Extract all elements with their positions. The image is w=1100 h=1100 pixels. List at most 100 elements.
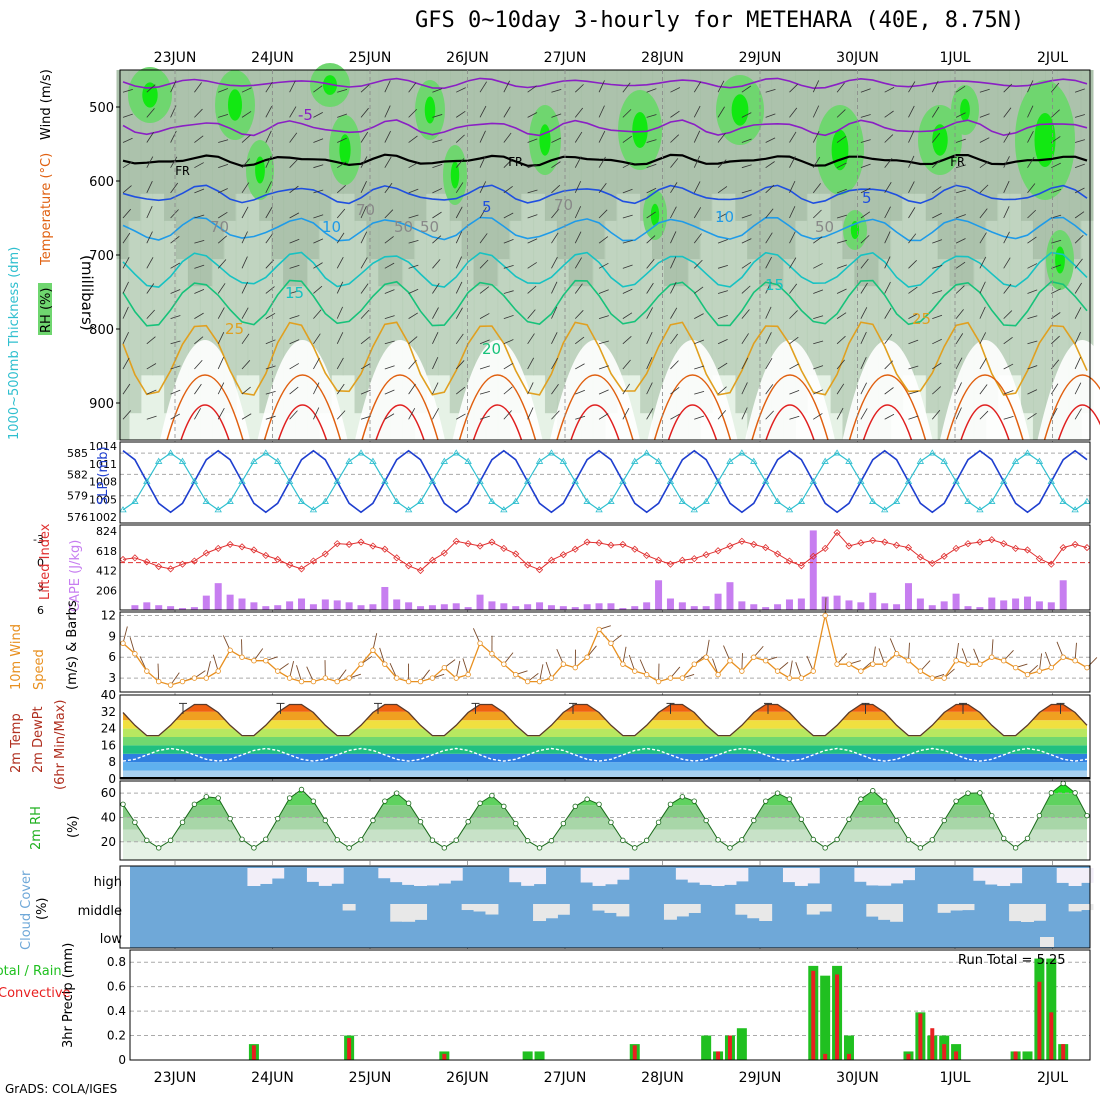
wind-barb <box>146 415 157 420</box>
wind-panel-frame <box>119 611 1091 693</box>
wind-tick-label: 3 <box>108 671 116 685</box>
thickness-marker <box>202 497 211 504</box>
temp-tick-label: 32 <box>101 705 116 719</box>
rh-marker <box>358 837 364 843</box>
wind-barb <box>717 80 725 93</box>
lifted-index-marker <box>916 553 924 561</box>
contour-label: 15 <box>765 276 784 294</box>
date-tick-bottom: 2JUL <box>1037 1070 1068 1086</box>
wind-barb <box>455 231 463 244</box>
wind-barb <box>598 236 609 244</box>
lifted-index-marker <box>167 565 175 573</box>
wind-barb <box>479 313 490 319</box>
wind-barb <box>408 188 419 194</box>
lifted-index-marker <box>131 554 139 562</box>
wind-barb <box>765 208 774 219</box>
cape-bar <box>904 583 912 610</box>
date-tick-bottom: 27JUN <box>544 1070 587 1086</box>
wind-barb <box>146 363 157 370</box>
wind-barb <box>432 139 443 143</box>
wind-barb <box>146 257 154 269</box>
thickness-marker <box>488 497 496 504</box>
wind-speed-marker <box>275 668 281 674</box>
rh-marker <box>275 815 281 822</box>
wind-barb <box>884 182 892 194</box>
rh-marker <box>560 820 567 827</box>
rh-column-dark <box>699 70 713 221</box>
wind-barb <box>194 336 204 345</box>
wind-barb <box>1074 114 1086 118</box>
pressure-axis-label: (millibars) <box>78 255 96 331</box>
wind-barb <box>384 413 395 420</box>
wind-barb <box>289 238 300 244</box>
wind-barb <box>336 332 344 344</box>
wind-barb <box>575 336 585 345</box>
wind-speed-marker <box>739 668 745 674</box>
rh-column-dark <box>592 70 606 260</box>
lifted-index-marker <box>416 566 425 575</box>
thickness-marker <box>547 449 556 456</box>
thickness-marker <box>535 457 544 464</box>
cape-bar <box>440 604 448 610</box>
wind-speed-marker <box>477 640 483 647</box>
wind-barb <box>146 181 153 194</box>
wind-barb <box>527 85 537 93</box>
lifted-index-marker <box>452 537 460 545</box>
wind-barb <box>1074 331 1081 344</box>
convective-precip-bar <box>1013 1051 1018 1060</box>
wind-speed-marker <box>572 664 578 671</box>
wind-barb <box>217 332 225 344</box>
rh-column-dark <box>521 70 535 194</box>
wind-barb <box>622 109 632 118</box>
temperature-contour-30 <box>556 374 634 441</box>
rh-moist-core <box>228 89 242 121</box>
wind-barb-10m <box>712 658 719 675</box>
rh-marker <box>846 816 852 822</box>
thickness-marker <box>880 506 889 513</box>
wind-barb <box>1003 283 1012 294</box>
rh-marker <box>917 845 924 851</box>
pressure-tick-label: 800 <box>89 323 114 338</box>
wind-barb <box>170 262 181 269</box>
date-tick-bottom: 29JUN <box>739 1070 782 1086</box>
wind-barb <box>646 408 654 420</box>
lifted-index-marker <box>726 542 734 550</box>
wind-barb <box>598 130 606 143</box>
wind-barb <box>765 232 773 244</box>
wind-barb <box>670 206 677 219</box>
lifted-index-marker <box>666 560 675 568</box>
wind-barb <box>551 384 559 395</box>
rh-marker <box>810 836 816 843</box>
wind-barb <box>241 87 252 93</box>
wind-barb <box>765 281 772 294</box>
wind-speed-marker <box>144 668 150 674</box>
wind-barb <box>1003 156 1010 168</box>
wind-barb <box>313 333 321 345</box>
wind-barb <box>503 132 512 143</box>
rh-column-dark <box>199 70 213 287</box>
thickness-marker <box>999 477 1008 484</box>
lifted-index-marker <box>369 542 377 550</box>
wind-barb <box>384 289 395 294</box>
wind-barb <box>932 314 943 320</box>
wind-barb <box>217 235 227 244</box>
wind-barb <box>527 262 537 269</box>
wind-barb <box>694 286 704 294</box>
wind-barb <box>1003 83 1013 93</box>
cape-bar <box>797 598 805 610</box>
cape-bar <box>893 604 901 610</box>
temperature-contour-35 <box>375 404 425 441</box>
rh-marker <box>620 837 626 844</box>
wind-barb <box>408 162 419 169</box>
wind-barb <box>241 307 249 319</box>
wind-barb <box>884 360 894 370</box>
wind-barb <box>1003 131 1011 143</box>
temperature-contour-30 <box>848 374 927 441</box>
wind-barb-10m <box>122 626 128 644</box>
temperature-contour-35 <box>765 404 815 441</box>
rh-marker <box>584 796 590 802</box>
wind-barb <box>265 105 273 118</box>
wind-barb <box>456 87 466 93</box>
wind-barb <box>955 189 966 194</box>
wind-barb <box>218 88 228 93</box>
